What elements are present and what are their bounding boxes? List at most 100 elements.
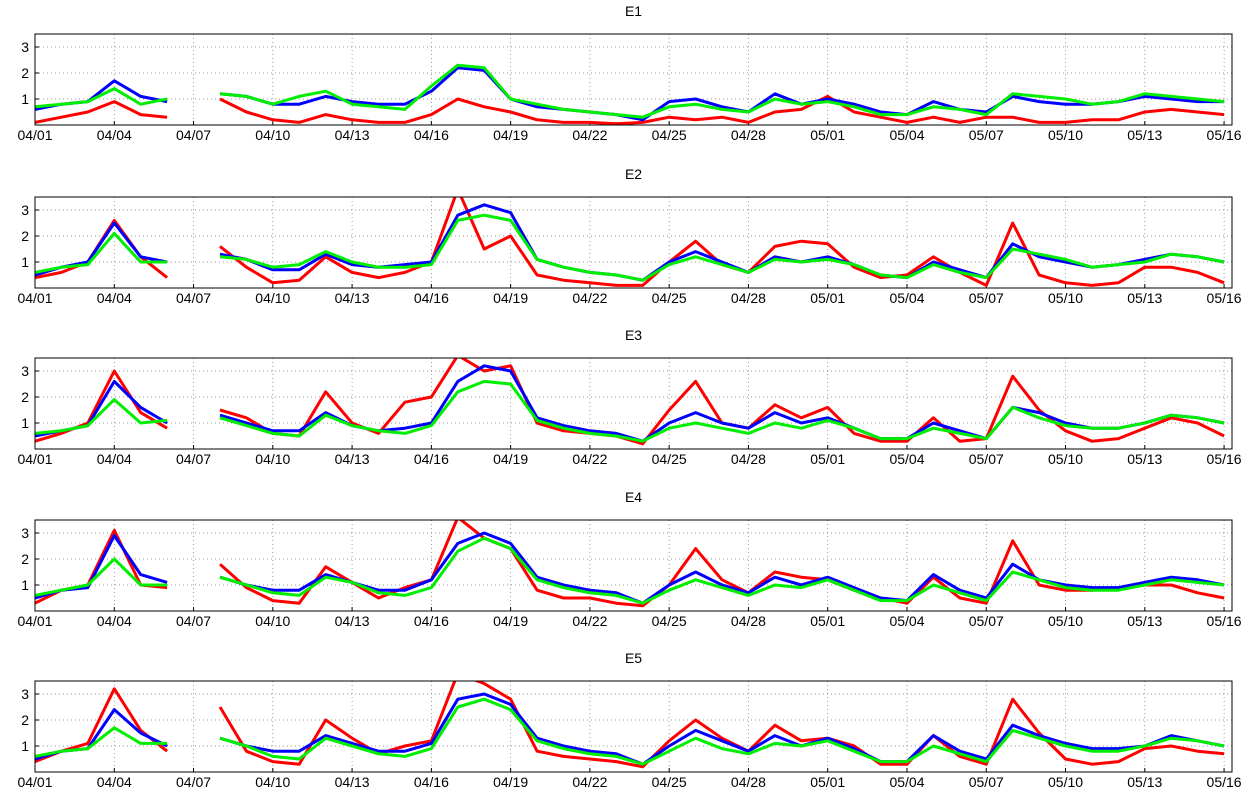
x-tick-label: 04/13 xyxy=(335,613,370,629)
x-tick-label: 05/01 xyxy=(810,127,845,143)
x-tick-label: 05/13 xyxy=(1127,451,1162,467)
x-tick-label: 04/13 xyxy=(335,290,370,306)
y-tick-label: 1 xyxy=(21,738,29,754)
x-tick-label: 05/16 xyxy=(1207,290,1242,306)
x-tick-label: 05/04 xyxy=(889,127,924,143)
series-line xyxy=(35,536,1225,605)
x-tick-label: 04/13 xyxy=(335,451,370,467)
subplot: E5 04/01 04/04 04/07 04/10 04/13 04/16 04/19 04/… xyxy=(17,650,1241,790)
y-tick-label: 2 xyxy=(21,712,29,728)
x-tick-label: 04/10 xyxy=(255,774,290,790)
y-tick-label: 1 xyxy=(21,415,29,431)
x-tick-label: 04/28 xyxy=(731,774,766,790)
y-tick-label: 2 xyxy=(21,389,29,405)
x-tick-label: 04/01 xyxy=(17,127,52,143)
x-tick-label: 05/04 xyxy=(889,290,924,306)
y-tick-label: 3 xyxy=(21,686,29,702)
x-tick-label: 04/25 xyxy=(652,127,687,143)
x-tick-label: 04/22 xyxy=(572,127,607,143)
series-line xyxy=(35,697,1225,766)
chart-title: E1 xyxy=(625,3,642,19)
subplot: E3 04/01 04/04 04/07 04/10 04/13 04/16 04/19 04/… xyxy=(17,327,1241,467)
x-tick-label: 05/01 xyxy=(810,774,845,790)
plot-area xyxy=(35,681,1232,772)
y-tick-label: 3 xyxy=(21,202,29,218)
plot-area xyxy=(35,358,1232,449)
series-line xyxy=(35,94,1225,125)
x-tick-label: 04/16 xyxy=(414,451,449,467)
x-tick-label: 04/13 xyxy=(335,774,370,790)
x-tick-label: 05/10 xyxy=(1048,774,1083,790)
x-tick-label: 04/16 xyxy=(414,774,449,790)
x-tick-label: 04/28 xyxy=(731,451,766,467)
x-tick-label: 04/22 xyxy=(572,774,607,790)
x-tick-label: 04/19 xyxy=(493,774,528,790)
x-tick-label: 04/04 xyxy=(97,613,132,629)
subplot: E4 04/01 04/04 04/07 04/10 04/13 04/16 04/19 04/… xyxy=(17,489,1241,629)
x-tick-label: 04/19 xyxy=(493,290,528,306)
x-tick-label: 05/13 xyxy=(1127,127,1162,143)
x-tick-label: 04/04 xyxy=(97,774,132,790)
x-tick-label: 05/10 xyxy=(1048,127,1083,143)
x-tick-label: 05/01 xyxy=(810,290,845,306)
x-tick-label: 04/10 xyxy=(255,290,290,306)
x-tick-label: 04/25 xyxy=(652,613,687,629)
chart-title: E5 xyxy=(625,650,642,666)
x-tick-label: 05/04 xyxy=(889,613,924,629)
x-tick-label: 04/25 xyxy=(652,774,687,790)
x-tick-label: 05/16 xyxy=(1207,127,1242,143)
x-tick-label: 04/19 xyxy=(493,451,528,467)
x-tick-label: 04/22 xyxy=(572,290,607,306)
x-tick-label: 05/10 xyxy=(1048,290,1083,306)
x-tick-label: 05/10 xyxy=(1048,451,1083,467)
x-tick-label: 04/22 xyxy=(572,613,607,629)
x-tick-label: 04/28 xyxy=(731,127,766,143)
x-tick-label: 04/01 xyxy=(17,613,52,629)
x-tick-label: 04/07 xyxy=(176,127,211,143)
x-tick-label: 05/16 xyxy=(1207,451,1242,467)
x-tick-label: 04/16 xyxy=(414,613,449,629)
x-tick-label: 05/07 xyxy=(969,290,1004,306)
x-tick-label: 04/01 xyxy=(17,290,52,306)
x-tick-label: 05/07 xyxy=(969,451,1004,467)
series-line xyxy=(35,213,1225,282)
y-tick-label: 3 xyxy=(21,525,29,541)
x-tick-label: 05/01 xyxy=(810,613,845,629)
x-tick-label: 04/10 xyxy=(255,127,290,143)
axes-frame xyxy=(34,519,1233,612)
axes-frame xyxy=(34,357,1233,450)
series-line xyxy=(35,379,1225,443)
x-tick-label: 04/04 xyxy=(97,451,132,467)
x-tick-label: 04/19 xyxy=(493,127,528,143)
y-tick-label: 2 xyxy=(21,65,29,81)
x-tick-label: 05/07 xyxy=(969,127,1004,143)
x-tick-label: 04/07 xyxy=(176,451,211,467)
axes-frame xyxy=(34,196,1233,289)
x-tick-label: 05/04 xyxy=(889,451,924,467)
x-tick-label: 05/07 xyxy=(969,613,1004,629)
x-tick-label: 05/13 xyxy=(1127,290,1162,306)
x-tick-label: 05/13 xyxy=(1127,774,1162,790)
x-tick-label: 05/04 xyxy=(889,774,924,790)
y-tick-label: 1 xyxy=(21,577,29,593)
subplot: E1 04/01 04/04 04/07 04/10 04/13 04/16 04/19 04/… xyxy=(17,3,1241,143)
axes-frame xyxy=(34,680,1233,773)
y-tick-label: 3 xyxy=(21,363,29,379)
x-tick-label: 05/13 xyxy=(1127,613,1162,629)
x-tick-label: 04/01 xyxy=(17,774,52,790)
chart-title: E3 xyxy=(625,327,642,343)
x-tick-label: 04/13 xyxy=(335,127,370,143)
y-tick-label: 3 xyxy=(21,39,29,55)
x-tick-label: 05/01 xyxy=(810,451,845,467)
x-tick-label: 04/01 xyxy=(17,451,52,467)
plot-area xyxy=(35,197,1232,288)
x-tick-label: 04/04 xyxy=(97,290,132,306)
x-tick-label: 04/04 xyxy=(97,127,132,143)
x-tick-label: 04/16 xyxy=(414,290,449,306)
x-tick-label: 04/22 xyxy=(572,451,607,467)
x-tick-label: 04/10 xyxy=(255,451,290,467)
y-tick-label: 2 xyxy=(21,551,29,567)
x-tick-label: 04/25 xyxy=(652,451,687,467)
x-tick-label: 04/07 xyxy=(176,290,211,306)
